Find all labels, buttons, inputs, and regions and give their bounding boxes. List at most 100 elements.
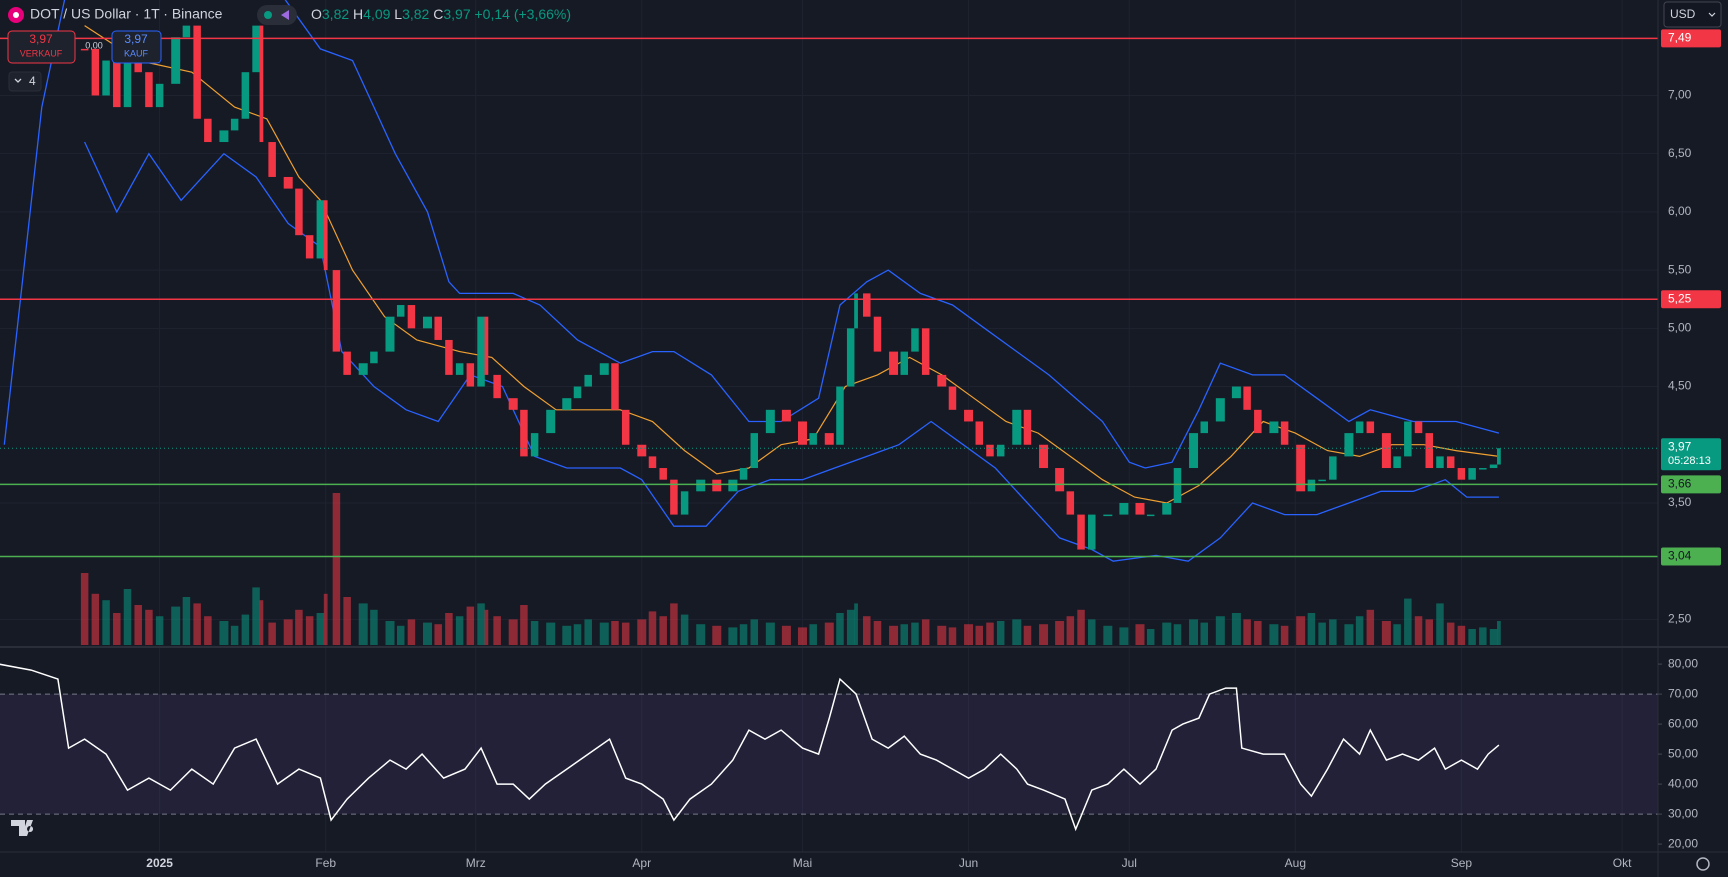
candle	[466, 363, 475, 387]
candle	[445, 339, 453, 375]
volume-bar	[259, 600, 264, 645]
volume-bar	[996, 621, 1005, 645]
ohlc-key: C	[433, 6, 443, 22]
candle	[155, 83, 164, 108]
x-tick-label: Jul	[1122, 856, 1137, 870]
spread: 0,00	[85, 40, 103, 50]
candle	[1135, 502, 1145, 515]
y-tick-label: 70,00	[1668, 686, 1698, 700]
volume-bar	[1146, 629, 1155, 645]
candle	[562, 398, 572, 410]
volume-bar	[1414, 616, 1423, 645]
volume-bar	[964, 624, 974, 645]
ohlc: O3,82 H4,09 L3,82 C3,97 +0,14 (+3,66%)	[311, 6, 571, 22]
candle	[1479, 468, 1487, 470]
volume-bar	[219, 621, 229, 645]
candle	[750, 433, 759, 469]
candle	[520, 409, 528, 457]
candle	[145, 72, 153, 108]
candle	[1215, 398, 1225, 422]
last-price-label: 3,97	[1668, 439, 1692, 453]
candle	[358, 363, 368, 375]
candle	[824, 433, 834, 445]
candle	[1254, 409, 1262, 434]
candle	[1436, 456, 1444, 469]
volume-bar	[102, 600, 110, 645]
currency-select[interactable]	[1663, 1, 1722, 28]
volume-bar	[975, 625, 984, 645]
candle	[193, 25, 201, 119]
volume-bar	[1307, 613, 1316, 645]
indicator-count: 4	[29, 74, 36, 88]
candle	[873, 316, 882, 352]
volume-bar	[1468, 629, 1476, 645]
candle	[182, 25, 191, 38]
candle	[1381, 433, 1391, 469]
indicators-toggle[interactable]	[8, 71, 42, 92]
y-tick-label: 6,00	[1668, 204, 1692, 218]
sell-label: VERKAUF	[20, 48, 63, 58]
volume-bar	[863, 616, 871, 645]
volume-bar	[1254, 621, 1262, 645]
candle	[1119, 502, 1129, 515]
candle	[584, 374, 592, 387]
candle	[102, 60, 110, 96]
volume-bar	[343, 597, 351, 645]
candle	[385, 316, 395, 352]
volume-bar	[621, 622, 630, 645]
volume-bar	[358, 603, 368, 645]
buy-button[interactable]	[111, 30, 162, 64]
volume-bar	[900, 624, 909, 645]
x-tick-label: Mrz	[466, 856, 486, 870]
volume-bar	[873, 621, 882, 645]
candle	[370, 351, 378, 364]
volume-bar	[520, 605, 528, 645]
volume-bar	[712, 625, 722, 645]
candle	[1173, 468, 1182, 503]
volume-bar	[370, 609, 378, 645]
y-tick-label: 40,00	[1668, 776, 1698, 790]
volume-bar	[493, 616, 501, 645]
volume-bar	[986, 622, 994, 645]
sell-button[interactable]	[7, 30, 76, 64]
volume-bar	[599, 622, 609, 645]
level-label-bg	[1661, 29, 1721, 48]
settings-icon[interactable]	[1696, 857, 1710, 871]
y-tick-label: 5,50	[1668, 262, 1692, 276]
candle	[1023, 409, 1032, 445]
volume-bar	[155, 616, 164, 645]
volume-bar	[455, 616, 464, 645]
candle	[252, 25, 260, 73]
candle	[637, 444, 647, 457]
candle	[1055, 468, 1065, 492]
candle	[712, 479, 722, 492]
volume-bar	[385, 621, 395, 645]
volume-bar	[1425, 619, 1434, 645]
volume-bar	[1173, 624, 1182, 645]
candle	[797, 421, 807, 445]
candle	[1344, 433, 1354, 457]
candle	[455, 363, 464, 375]
volume-bar	[171, 606, 181, 645]
rsi-pane	[0, 663, 1658, 832]
level-label-bg	[1661, 290, 1721, 309]
volume-bar	[1243, 619, 1251, 645]
symbol-title: DOT / US Dollar · 1T · Binance	[30, 6, 223, 22]
volume-bar	[332, 493, 341, 645]
candle	[295, 188, 303, 236]
candle	[1318, 479, 1326, 482]
volume-bar	[1012, 619, 1022, 645]
volume-bar	[1344, 624, 1354, 645]
candle	[948, 386, 957, 410]
candle	[204, 118, 212, 143]
volume-bar	[295, 609, 303, 645]
volume-bar	[123, 589, 132, 645]
status-pill[interactable]	[257, 5, 297, 25]
candle	[343, 351, 351, 375]
volume-bar	[1269, 624, 1279, 645]
candle	[323, 200, 328, 271]
volume-bar	[562, 625, 572, 645]
last-price-bg	[1661, 438, 1721, 471]
